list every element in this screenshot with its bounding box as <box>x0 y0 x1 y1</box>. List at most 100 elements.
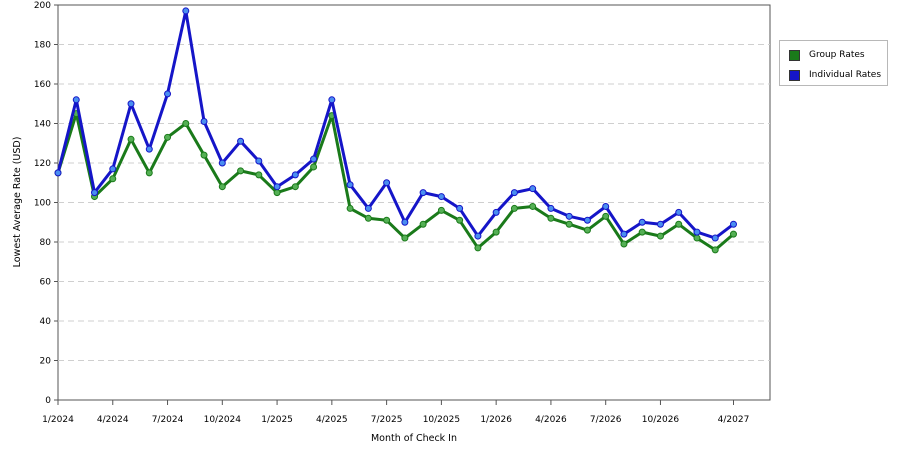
y-axis-title: Lowest Average Rate (USD) <box>12 137 23 268</box>
group-rates-point <box>729 230 737 238</box>
group-rates-point <box>218 183 226 191</box>
x-tick-label-1/2025: 1/2025 <box>261 415 293 425</box>
individual-rates-point <box>182 7 190 15</box>
group-rates-point <box>346 204 354 212</box>
individual-rates-point <box>474 232 482 240</box>
individual-rates-point <box>291 171 299 179</box>
individual-rates-point <box>310 155 318 163</box>
group-rates-line <box>56 112 735 252</box>
x-tick-label-7/2026: 7/2026 <box>590 415 622 425</box>
group-rates-point <box>602 212 610 220</box>
individual-rates-point <box>145 145 153 153</box>
series-individual-rates <box>54 7 737 242</box>
group-rates-point <box>182 120 190 127</box>
individual-rates-point <box>346 181 354 189</box>
group-rates-point <box>510 204 518 212</box>
x-tick-label-7/2024: 7/2024 <box>152 415 184 425</box>
group-rates-point <box>675 220 683 228</box>
group-rates-point <box>656 232 664 240</box>
group-rates-point <box>620 240 628 248</box>
y-tick-label-100: 100 <box>34 199 51 209</box>
x-tick-label-4/2027: 4/2027 <box>718 415 750 425</box>
individual-rates-point <box>237 137 245 145</box>
legend-item-group-rates: Group Rates <box>789 48 865 62</box>
group-rates-point <box>273 189 281 197</box>
gridlines <box>58 44 770 361</box>
group-rates-point <box>693 234 701 242</box>
group-rates-point <box>237 167 245 175</box>
group-rates-point <box>529 202 537 210</box>
x-tick-label-4/2026: 4/2026 <box>535 415 567 425</box>
individual-rates-point <box>54 169 62 177</box>
individual-rates-point <box>602 202 610 210</box>
legend-label-individual-rates: Individual Rates <box>809 70 882 80</box>
individual-rates-point <box>729 220 737 228</box>
group-rates-point <box>255 171 263 179</box>
group-rates-point <box>200 151 208 159</box>
group-rates-point <box>437 206 445 214</box>
legend: Group Rates Individual Rates <box>779 40 888 86</box>
individual-rates-point <box>328 96 336 104</box>
individual-rates-point <box>437 193 445 201</box>
x-tick-label-4/2025: 4/2025 <box>316 415 348 425</box>
legend-label-group-rates: Group Rates <box>809 50 865 60</box>
group-rates-point <box>565 220 573 228</box>
individual-rates-point <box>401 218 409 226</box>
individual-rates-point <box>255 157 263 165</box>
individual-rates-point <box>109 165 117 173</box>
individual-rates-point <box>164 90 172 98</box>
individual-rates-point <box>675 208 683 216</box>
individual-rates-point <box>565 212 573 220</box>
group-rates-point <box>310 163 318 171</box>
group-rates-point <box>145 169 153 177</box>
individual-rates-point <box>638 218 646 226</box>
individual-rates-point <box>547 204 555 212</box>
group-rates-point <box>583 226 591 234</box>
individual-rates-point <box>273 183 281 191</box>
individual-rates-point <box>218 159 226 167</box>
y-tick-label-160: 160 <box>34 80 51 90</box>
individual-rates-point <box>364 204 372 212</box>
individual-rates-point <box>711 234 719 242</box>
individual-rates-point <box>529 185 537 193</box>
legend-item-individual-rates: Individual Rates <box>789 68 881 82</box>
y-tick-label-180: 180 <box>34 41 51 51</box>
individual-rates-point <box>383 179 391 187</box>
individual-rates-point <box>456 204 464 212</box>
y-tick-label-20: 20 <box>40 357 52 367</box>
group-rates-point <box>383 216 391 224</box>
group-rates-point <box>401 234 409 242</box>
y-tick-label-0: 0 <box>45 396 51 406</box>
y-tick-label-140: 140 <box>34 120 51 130</box>
group-rates-point <box>164 133 172 141</box>
x-tick-label-1/2026: 1/2026 <box>480 415 512 425</box>
individual-rates-swatch <box>789 69 800 81</box>
individual-rates-line <box>56 9 735 240</box>
group-rates-point <box>492 228 500 236</box>
y-tick-label-80: 80 <box>40 238 52 248</box>
series-group-rates <box>54 110 737 254</box>
individual-rates-point <box>72 96 80 104</box>
group-rates-point <box>364 214 372 222</box>
individual-rates-point <box>620 230 628 238</box>
individual-rates-point <box>419 189 427 197</box>
group-rates-point <box>127 135 135 143</box>
group-rates-point <box>474 244 482 252</box>
x-tick-label-10/2024: 10/2024 <box>204 415 242 425</box>
individual-rates-point <box>656 220 664 228</box>
y-tick-label-200: 200 <box>34 1 51 11</box>
x-tick-label-10/2026: 10/2026 <box>642 415 680 425</box>
group-rates-point <box>291 183 299 191</box>
group-rates-point <box>711 246 719 254</box>
y-tick-label-60: 60 <box>40 278 52 288</box>
x-axis: 1/2024 4/2024 7/2024 10/2024 1/2025 4/2025 7/2… <box>42 400 749 425</box>
individual-rates-point <box>127 100 135 108</box>
x-tick-label-4/2024: 4/2024 <box>97 415 129 425</box>
y-tick-label-40: 40 <box>40 317 52 327</box>
x-tick-label-7/2025: 7/2025 <box>371 415 403 425</box>
individual-rates-point <box>693 228 701 236</box>
x-tick-label-10/2025: 10/2025 <box>423 415 460 425</box>
individual-rates-point <box>583 216 591 224</box>
group-rates-swatch <box>789 49 800 61</box>
